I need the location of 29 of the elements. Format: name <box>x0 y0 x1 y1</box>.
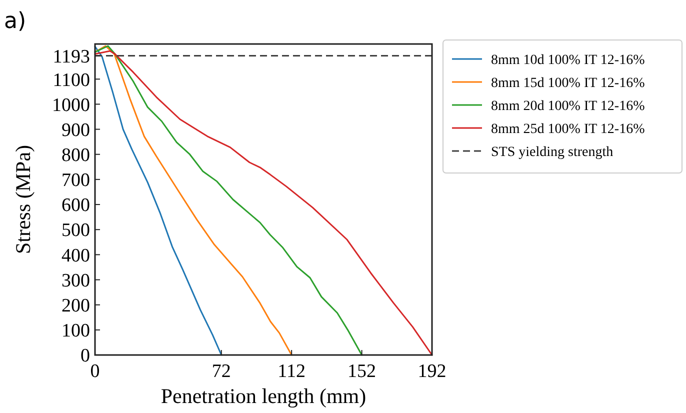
x-tick-label: 112 <box>278 361 306 382</box>
legend-label: 8mm 10d 100% IT 12-16% <box>491 52 646 68</box>
y-tick-label: 600 <box>62 195 90 216</box>
y-tick-label: 500 <box>62 220 90 242</box>
x-tick-label: 72 <box>212 361 231 382</box>
x-axis-title: Penetration length (mm) <box>160 384 366 408</box>
x-tick-label: 152 <box>348 361 376 382</box>
legend-label: STS yielding strength <box>491 144 614 160</box>
x-tick-label: 192 <box>418 361 446 382</box>
line-series <box>94 45 363 356</box>
legend-label: 8mm 25d 100% IT 12-16% <box>491 122 646 137</box>
legend-label: 8mm 20d 100% IT 12-16% <box>491 98 646 114</box>
line-series <box>94 45 292 356</box>
legend-label: 8mm 15d 100% IT 12-16% <box>491 76 646 91</box>
y-tick-label: 800 <box>62 145 90 166</box>
y-tick-label: 300 <box>62 270 90 292</box>
y-tick-label: 1000 <box>52 94 90 116</box>
y-axis-title: Stress (MPa) <box>11 144 35 254</box>
chart-title: a) <box>4 9 26 34</box>
line-series <box>94 50 433 356</box>
y-tick-label: 700 <box>62 170 90 192</box>
y-tick-label: 1193 <box>52 46 90 68</box>
line-series <box>94 46 222 356</box>
y-tick-label: 900 <box>62 120 90 141</box>
y-tick-label: 1100 <box>52 70 90 91</box>
y-tick-label: 0 <box>80 346 90 367</box>
y-tick-label: 400 <box>62 245 90 266</box>
y-tick-label: 100 <box>62 320 90 342</box>
y-tick-label: 200 <box>62 295 90 316</box>
